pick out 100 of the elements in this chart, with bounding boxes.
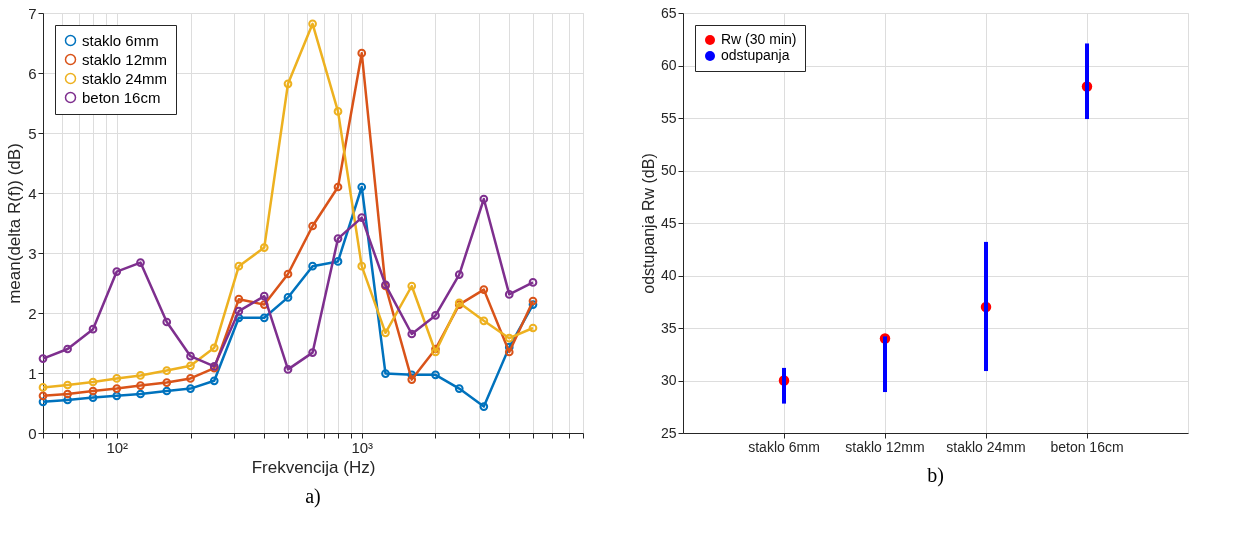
- point: [308, 19, 317, 29]
- point: [259, 243, 269, 252]
- legend-label: beton 16cm: [82, 88, 161, 106]
- point: [162, 378, 172, 387]
- point: [283, 365, 293, 374]
- y-axis-title: mean(delta R(f)) (dB): [5, 143, 25, 304]
- point: [186, 374, 195, 383]
- y-tick-label: 5: [28, 124, 37, 142]
- x-tick-label: 10²: [106, 438, 129, 456]
- point: [162, 366, 172, 375]
- point: [186, 351, 195, 361]
- point: [333, 234, 343, 243]
- text: a): [305, 485, 321, 508]
- x-tick-label: staklo 24mm: [946, 438, 1026, 455]
- y-tick-label: 6: [28, 64, 37, 82]
- point: [479, 194, 489, 204]
- point: [504, 290, 514, 299]
- point: [63, 395, 72, 405]
- point: [407, 281, 417, 291]
- point: [88, 393, 98, 402]
- point: [504, 347, 514, 357]
- point: [308, 261, 317, 271]
- y-tick-label: 50: [660, 162, 677, 178]
- x-tick-label: staklo 12mm: [845, 438, 925, 455]
- point: [162, 317, 172, 327]
- point: [234, 306, 244, 316]
- point: [454, 270, 464, 279]
- point: [381, 328, 390, 338]
- y-tick-label: 2: [28, 304, 37, 322]
- point: [209, 343, 219, 353]
- y-tick-label: 40: [660, 267, 677, 283]
- point: [186, 384, 195, 393]
- point: [283, 79, 293, 89]
- y-tick-label: 35: [660, 319, 677, 336]
- point: [209, 376, 219, 386]
- bar: [984, 241, 988, 372]
- point: [333, 182, 343, 192]
- y-tick-label: 3: [28, 244, 37, 262]
- y-tick-label: 7: [28, 4, 37, 22]
- point: [112, 374, 122, 383]
- point: [333, 107, 343, 116]
- point: [63, 389, 72, 399]
- point: [234, 261, 244, 271]
- point: [407, 375, 417, 384]
- point: [259, 300, 269, 309]
- legend-label: odstupanja: [721, 47, 790, 63]
- y-tick-label: 30: [660, 372, 677, 388]
- y-tick-label: 25: [660, 424, 677, 441]
- legend-label: staklo 6mm: [82, 31, 159, 49]
- legend-label: staklo 24mm: [82, 69, 168, 87]
- point: [162, 386, 172, 396]
- y-tick-label: 4: [28, 184, 37, 202]
- y-tick-label: 65: [660, 4, 677, 21]
- point: [283, 269, 293, 279]
- legend-label: staklo 12mm: [82, 50, 168, 68]
- point: [259, 313, 269, 323]
- point: [431, 311, 440, 320]
- point: [88, 386, 98, 396]
- y-tick-label: 1: [28, 364, 37, 382]
- x-tick-label: beton 16cm: [1050, 438, 1124, 455]
- point: [431, 370, 440, 380]
- point: [136, 381, 145, 390]
- point: [479, 316, 489, 326]
- point: [136, 371, 145, 380]
- x-tick-label: 10³: [351, 438, 374, 456]
- point: [234, 313, 244, 323]
- point: [136, 389, 145, 399]
- y-tick-label: 45: [660, 214, 677, 231]
- x-tick-label: staklo 6mm: [748, 438, 820, 455]
- bar: [883, 336, 887, 393]
- point: [381, 369, 390, 378]
- point: [136, 258, 145, 267]
- point: [407, 329, 417, 339]
- point: [234, 294, 244, 304]
- text: b): [927, 464, 944, 487]
- point: [63, 344, 72, 354]
- point: [112, 391, 122, 401]
- point: [112, 384, 122, 393]
- y-axis-title: odstupanja Rw (dB): [639, 153, 657, 294]
- point: [63, 380, 72, 390]
- y-tick-label: 55: [660, 109, 677, 126]
- x-axis-title: Frekvencija (Hz): [251, 457, 376, 477]
- point: [454, 384, 464, 393]
- legend-label: Rw (30 min): [721, 31, 797, 47]
- bar: [1085, 43, 1089, 120]
- point: [283, 293, 293, 302]
- point: [479, 285, 489, 294]
- point: [88, 324, 98, 334]
- point: [357, 213, 367, 222]
- point: [308, 221, 317, 231]
- y-tick-label: 0: [28, 424, 37, 442]
- bar: [782, 367, 786, 404]
- y-tick-label: 60: [660, 57, 677, 73]
- point: [357, 48, 367, 58]
- point: [357, 261, 367, 271]
- point: [479, 402, 489, 411]
- point: [112, 267, 122, 276]
- point: [357, 182, 367, 192]
- point: [308, 348, 317, 357]
- point: [504, 333, 514, 343]
